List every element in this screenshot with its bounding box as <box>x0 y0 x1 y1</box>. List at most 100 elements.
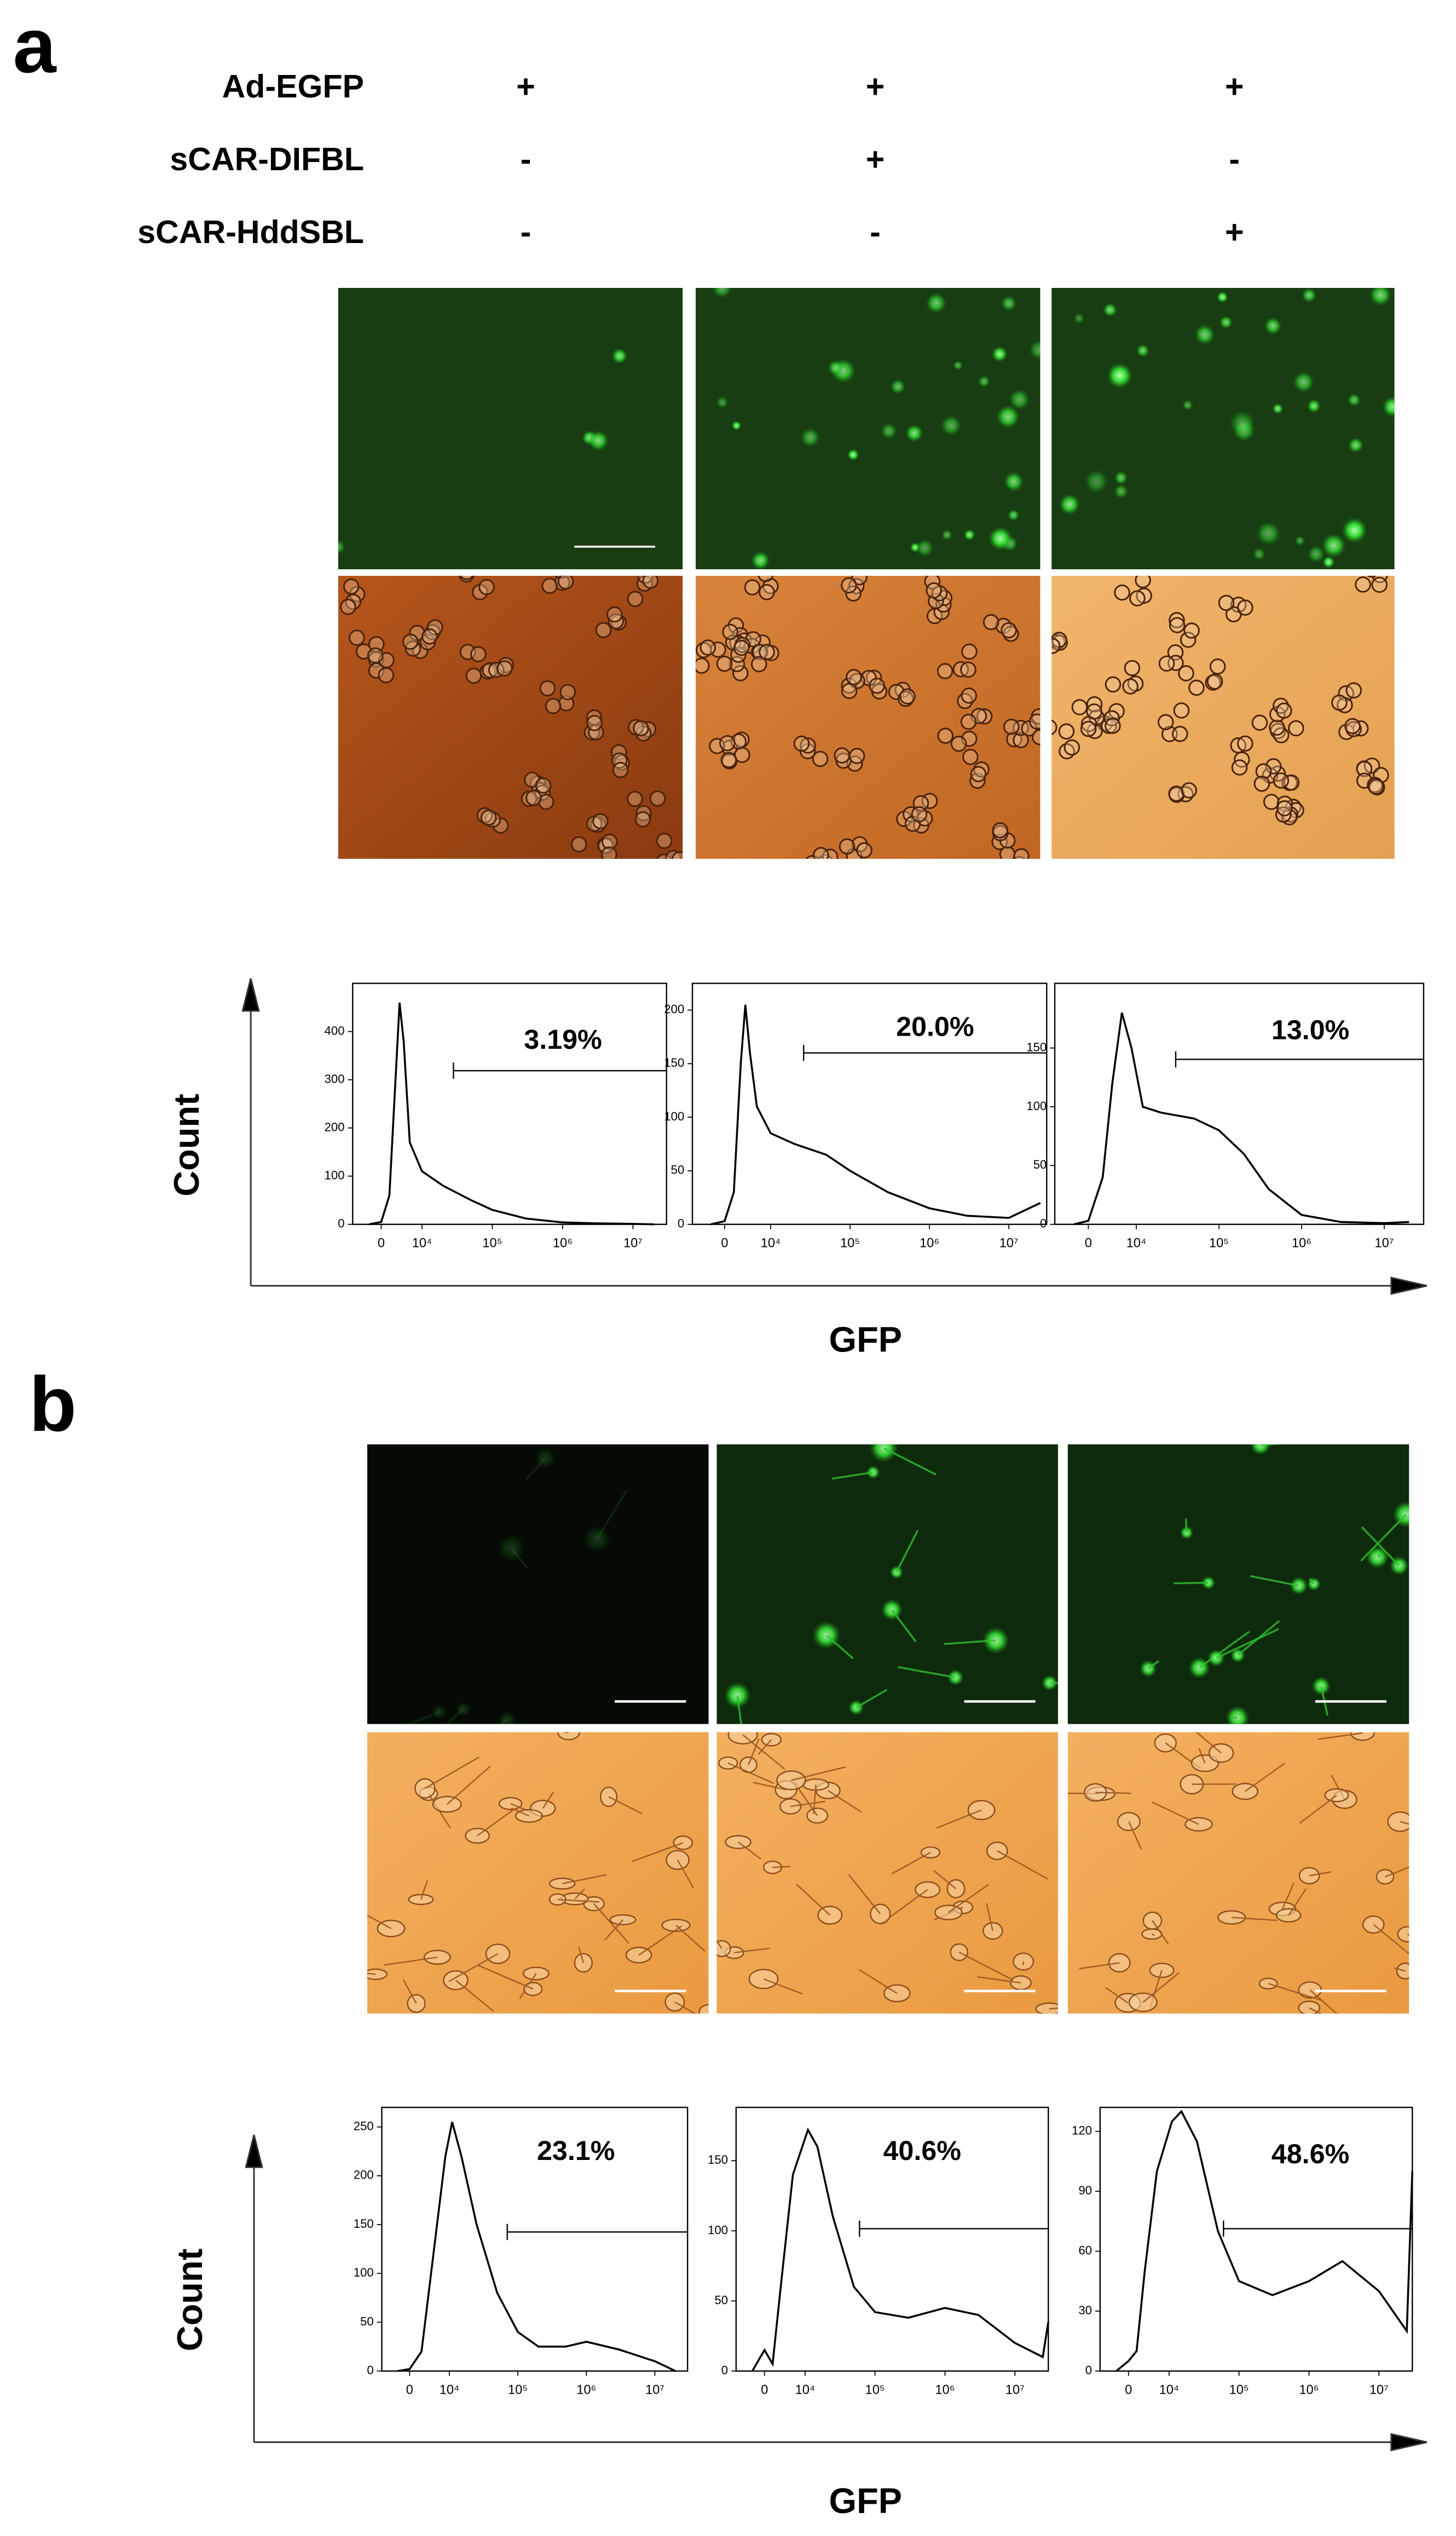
cell <box>496 660 513 677</box>
cell <box>1173 702 1190 719</box>
neurite <box>891 1852 931 1875</box>
cell <box>1206 673 1223 690</box>
cell <box>937 663 954 679</box>
y-tick-label: 200 <box>354 2168 374 2182</box>
cell <box>1276 800 1293 817</box>
cell <box>1252 547 1266 561</box>
neurite <box>717 1939 723 1949</box>
cell <box>595 622 612 638</box>
cell <box>583 724 600 741</box>
panel-label: a <box>13 3 57 89</box>
cell <box>733 639 750 656</box>
y-tick-label: 100 <box>325 1169 345 1182</box>
sign: - <box>1229 141 1240 177</box>
y-tick-label: 0 <box>721 2363 728 2377</box>
axis-title: GFP <box>829 1320 902 1360</box>
cell <box>539 680 556 697</box>
x-tick-label: 10⁶ <box>553 1236 573 1250</box>
cell <box>724 1682 751 1709</box>
cell <box>583 1525 611 1553</box>
cell <box>988 526 1013 551</box>
cell <box>1366 575 1377 578</box>
cell <box>1058 723 1075 740</box>
neurite <box>424 1756 480 1789</box>
cell <box>845 585 862 602</box>
cell <box>846 669 862 685</box>
row-label: sCAR-DIFBL <box>170 141 364 177</box>
histogram-line <box>751 2127 1049 2372</box>
cell <box>1139 1660 1157 1678</box>
cell <box>1178 665 1194 681</box>
cell <box>1292 371 1315 393</box>
cell <box>970 766 987 782</box>
neurite <box>734 1948 770 1954</box>
cell <box>1276 702 1292 719</box>
cell <box>976 708 993 725</box>
cell <box>1209 658 1226 675</box>
cell <box>889 1565 904 1579</box>
neurite <box>933 1870 957 1890</box>
x-tick-label: 0 <box>406 2383 413 2397</box>
y-tick-label: 0 <box>1085 2363 1092 2377</box>
neurite <box>948 1884 989 1913</box>
neurite <box>406 1711 440 1724</box>
histogram-line <box>710 1004 1041 1226</box>
neurite <box>1105 1987 1129 2003</box>
cell <box>779 1798 802 1815</box>
cell <box>1347 393 1361 407</box>
cell <box>1032 729 1041 746</box>
neurite <box>828 1790 862 1813</box>
cell <box>574 1952 593 1973</box>
neurite <box>1361 1526 1400 1567</box>
sign: + <box>1225 68 1244 105</box>
cell <box>722 623 738 640</box>
neurite <box>898 1666 956 1679</box>
cell <box>535 777 552 794</box>
neurite <box>593 1903 629 1944</box>
cell <box>1182 400 1193 411</box>
cell <box>996 405 1020 429</box>
x-tick-label: 0 <box>761 2383 768 2397</box>
cell <box>937 727 954 744</box>
x-tick-label: 10⁷ <box>645 2383 665 2397</box>
cell <box>1350 1732 1375 1741</box>
cell <box>499 1711 516 1724</box>
arrow <box>1390 1276 1428 1295</box>
cell <box>1344 718 1361 735</box>
cell <box>1255 763 1272 779</box>
cell <box>1169 617 1186 633</box>
cell <box>1188 1657 1210 1679</box>
row-label: Ad-EGFP <box>222 68 364 105</box>
cell <box>961 643 978 660</box>
y-tick-label: 30 <box>1078 2303 1092 2317</box>
neurite <box>1128 1821 1142 1850</box>
neurite <box>742 1734 785 1770</box>
y-tick-label: 50 <box>671 1163 685 1177</box>
gate-label: 48.6% <box>1272 2139 1349 2169</box>
cell <box>485 1943 511 1965</box>
micrograph <box>1051 575 1395 859</box>
cell <box>1371 576 1388 593</box>
image-background <box>717 1444 1058 1724</box>
cell <box>1064 739 1081 756</box>
image-background <box>338 287 683 570</box>
x-tick-label: 0 <box>721 1236 728 1250</box>
cell <box>759 644 775 660</box>
neurite <box>958 1951 1014 1981</box>
neurite <box>936 1809 982 1829</box>
neurite <box>1095 1792 1131 1794</box>
x-tick-label: 0 <box>1085 1236 1092 1250</box>
sign: + <box>866 141 885 177</box>
y-tick-label: 250 <box>354 2119 374 2133</box>
cell <box>538 794 554 810</box>
neurite <box>848 1874 881 1915</box>
cell <box>649 790 666 807</box>
neurite <box>1250 1575 1299 1587</box>
neurite <box>446 1765 491 1805</box>
neurite <box>944 1639 996 1645</box>
neurite <box>525 1457 546 1480</box>
y-tick-label: 100 <box>354 2266 374 2279</box>
cell <box>1226 1706 1250 1724</box>
cell <box>1331 694 1348 711</box>
cell <box>1001 622 1017 639</box>
